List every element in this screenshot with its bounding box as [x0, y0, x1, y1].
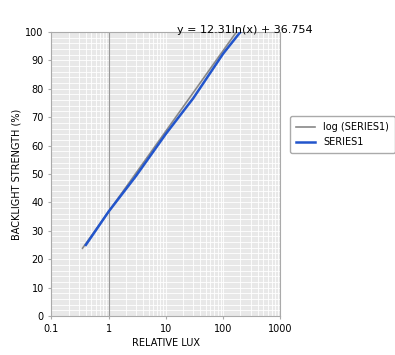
log (SERIES1) [189, 93, 194, 97]
SERIES1 [134, 174, 138, 178]
Legend: log (SERIES1), SERIES1: log (SERIES1), SERIES1 [290, 116, 395, 153]
Line: log (SERIES1): log (SERIES1) [83, 32, 246, 248]
Text: y = 12.31ln(x) + 36.754: y = 12.31ln(x) + 36.754 [177, 25, 313, 35]
log (SERIES1) [234, 30, 239, 34]
log (SERIES1) [203, 73, 208, 77]
X-axis label: RELATIVE LUX: RELATIVE LUX [132, 338, 200, 348]
log (SERIES1) [109, 206, 114, 210]
SERIES1 [191, 96, 196, 100]
log (SERIES1) [154, 142, 159, 147]
log (SERIES1) [244, 30, 248, 34]
SERIES1 [221, 51, 226, 56]
SERIES1 [238, 30, 243, 34]
SERIES1 [106, 209, 111, 214]
SERIES1 [83, 243, 88, 247]
Line: SERIES1: SERIES1 [86, 32, 241, 245]
SERIES1 [164, 132, 168, 136]
log (SERIES1) [80, 246, 85, 250]
log (SERIES1) [177, 111, 181, 115]
Y-axis label: BACKLIGHT STRENGTH (%): BACKLIGHT STRENGTH (%) [11, 108, 21, 240]
log (SERIES1) [122, 187, 127, 191]
